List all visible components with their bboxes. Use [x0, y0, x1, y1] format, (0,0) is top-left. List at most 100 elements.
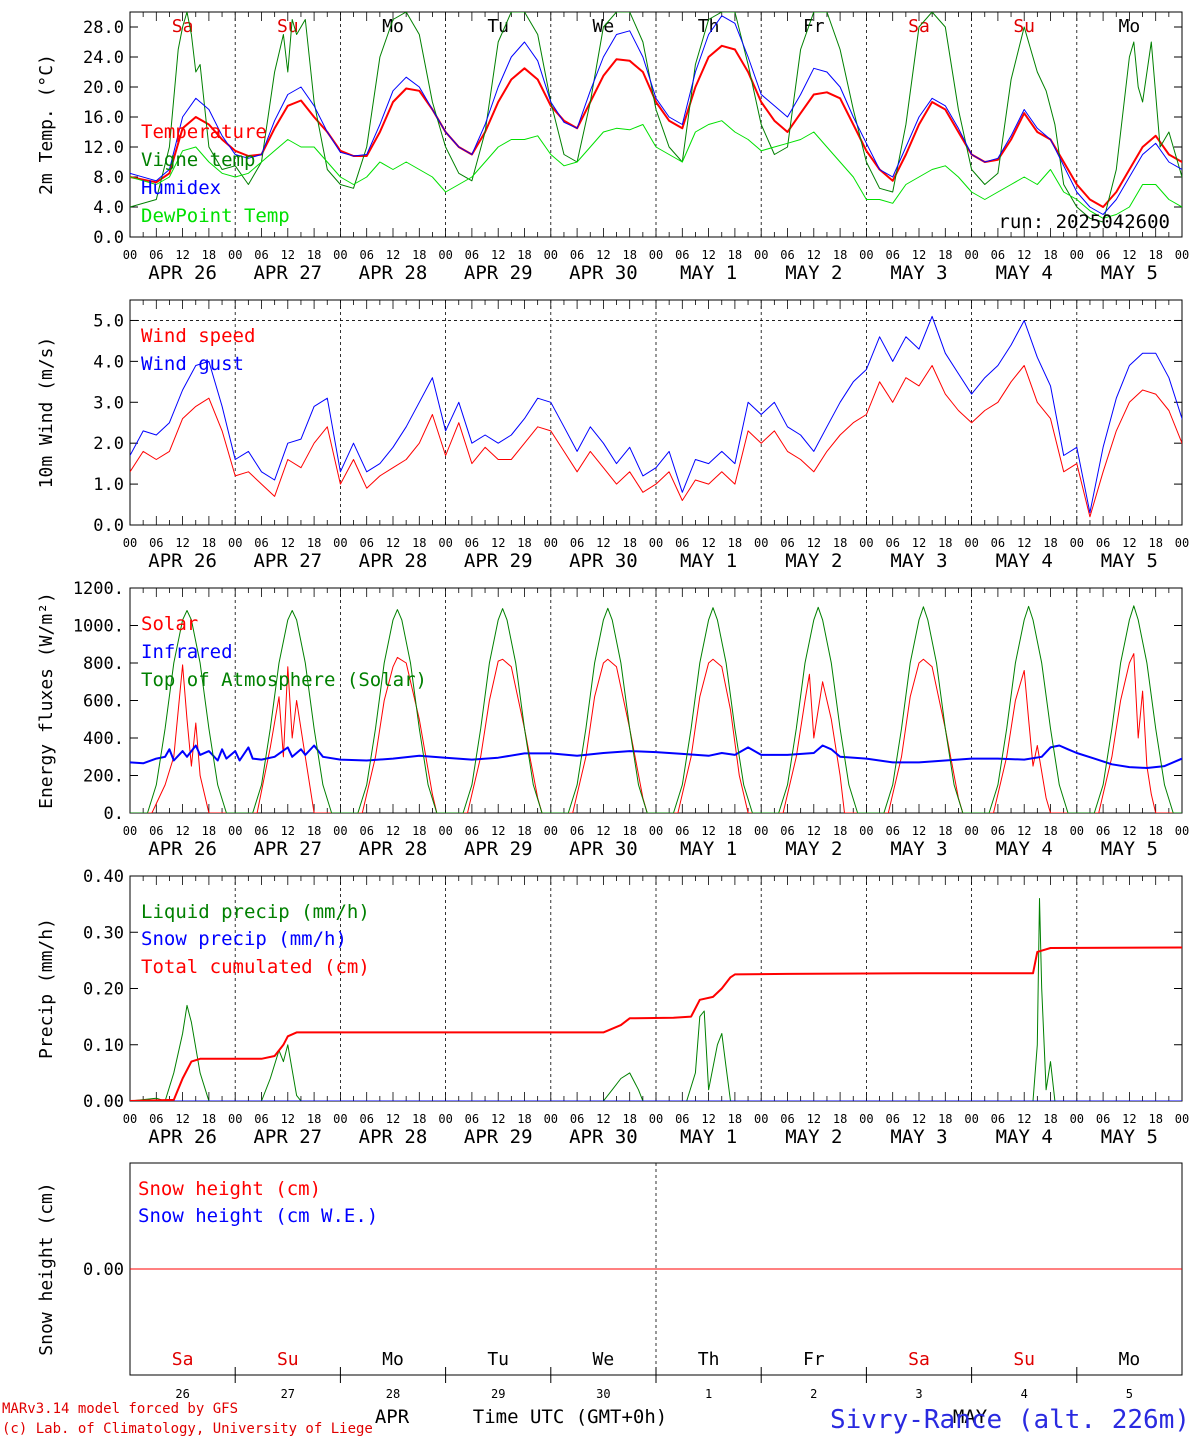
- hour-tick-label: 18: [307, 1112, 321, 1126]
- day-label: APR 26: [148, 262, 217, 284]
- legend-entry: Humidex: [141, 177, 221, 199]
- hour-tick-label: 12: [1122, 536, 1136, 550]
- hour-tick-label: 12: [596, 1112, 610, 1126]
- weekday-label: Fr: [803, 1349, 825, 1370]
- hour-tick-label: 00: [228, 536, 242, 550]
- weekday-label: Th: [698, 16, 720, 37]
- hour-tick-label: 12: [807, 536, 821, 550]
- hour-tick-label: 12: [1017, 824, 1031, 838]
- series-line-infrared: [130, 744, 1182, 769]
- hour-tick-label: 00: [964, 536, 978, 550]
- hour-tick-label: 18: [517, 1112, 531, 1126]
- hour-tick-label: 18: [1148, 1112, 1162, 1126]
- hour-tick-label: 00: [1175, 536, 1189, 550]
- hour-tick-label: 06: [1096, 1112, 1110, 1126]
- plot-frame: [129, 11, 1183, 238]
- y-tick-label: 1.0: [93, 475, 124, 495]
- hour-tick-label: 06: [675, 824, 689, 838]
- y-tick-label: 400.: [83, 729, 124, 749]
- hour-tick-label: 18: [833, 1112, 847, 1126]
- hour-tick-label: 18: [1043, 1112, 1057, 1126]
- hour-tick-label: 00: [123, 1112, 137, 1126]
- hour-tick-label: 18: [1148, 824, 1162, 838]
- day-label: MAY 3: [890, 838, 947, 860]
- hour-tick-label: 00: [228, 248, 242, 262]
- hour-tick-label: 18: [728, 248, 742, 262]
- day-label: MAY 2: [785, 1126, 842, 1148]
- legend-entry: Vigne temp: [141, 149, 255, 171]
- hour-tick-label: 00: [649, 248, 663, 262]
- hour-tick-label: 18: [517, 248, 531, 262]
- hour-tick-label: 18: [412, 248, 426, 262]
- hour-tick-label: 06: [1096, 536, 1110, 550]
- hour-tick-label: 06: [570, 536, 584, 550]
- hour-tick-label: 00: [333, 536, 347, 550]
- hour-tick-label: 00: [438, 1112, 452, 1126]
- hour-tick-label: 18: [938, 536, 952, 550]
- hour-tick-label: 12: [701, 536, 715, 550]
- y-axis-title: Snow height (cm): [36, 1182, 57, 1355]
- day-label: APR 30: [569, 838, 638, 860]
- hour-tick-label: 18: [622, 1112, 636, 1126]
- hour-tick-label: 18: [1148, 536, 1162, 550]
- hour-tick-label: 06: [149, 536, 163, 550]
- day-label: APR 27: [253, 262, 322, 284]
- day-number: 30: [596, 1387, 610, 1401]
- legend-entry: Wind gust: [141, 353, 244, 375]
- legend-entry: Wind speed: [141, 325, 255, 347]
- series-line-temperature: [130, 44, 1182, 208]
- day-number: 3: [915, 1387, 922, 1401]
- hour-tick-label: 12: [386, 536, 400, 550]
- day-number: 26: [175, 1387, 189, 1401]
- hour-tick-label: 06: [254, 1112, 268, 1126]
- day-number: 2: [810, 1387, 817, 1401]
- credit-lab: (c) Lab. of Climatology, University of L…: [2, 1421, 373, 1437]
- hour-tick-label: 00: [754, 1112, 768, 1126]
- weekday-label: Sa: [908, 1349, 930, 1370]
- hour-tick-label: 12: [491, 1112, 505, 1126]
- hour-tick-label: 18: [938, 824, 952, 838]
- hour-tick-label: 12: [1122, 1112, 1136, 1126]
- hour-tick-label: 06: [885, 536, 899, 550]
- weekday-label: Su: [1013, 1349, 1035, 1370]
- hour-tick-label: 06: [675, 536, 689, 550]
- month-label: APR: [375, 1406, 410, 1428]
- hour-tick-label: 00: [438, 536, 452, 550]
- hour-tick-label: 06: [254, 824, 268, 838]
- hour-tick-label: 12: [912, 248, 926, 262]
- hour-tick-label: 12: [701, 824, 715, 838]
- y-tick-label: 0.20: [83, 980, 124, 1000]
- hour-tick-label: 00: [1175, 824, 1189, 838]
- hour-tick-label: 00: [123, 824, 137, 838]
- day-label: APR 30: [569, 1126, 638, 1148]
- hour-tick-label: 00: [754, 248, 768, 262]
- hour-tick-label: 12: [807, 248, 821, 262]
- hour-tick-label: 18: [938, 248, 952, 262]
- day-label: APR 27: [253, 838, 322, 860]
- hour-tick-label: 12: [491, 248, 505, 262]
- hour-tick-label: 06: [570, 248, 584, 262]
- day-label: APR 28: [359, 1126, 428, 1148]
- hour-tick-label: 00: [859, 536, 873, 550]
- y-tick-label: 16.0: [83, 108, 124, 128]
- hour-tick-label: 06: [885, 248, 899, 262]
- legend-entry: Total cumulated (cm): [141, 956, 370, 978]
- day-label: MAY 5: [1101, 262, 1158, 284]
- hour-tick-label: 12: [596, 536, 610, 550]
- panel-1: 0.0 4.0 8.0 12.0 16.0 20.0 24.0 28.0 00 06 12 18 00 0…: [36, 11, 1189, 284]
- hour-tick-label: 06: [254, 536, 268, 550]
- hour-tick-label: 18: [1148, 248, 1162, 262]
- hour-tick-label: 12: [386, 1112, 400, 1126]
- y-tick-label: 4.0: [93, 352, 124, 372]
- hour-tick-label: 18: [833, 536, 847, 550]
- hour-tick-label: 06: [465, 536, 479, 550]
- hour-tick-label: 06: [149, 824, 163, 838]
- day-label: MAY 2: [785, 262, 842, 284]
- hour-tick-label: 12: [807, 1112, 821, 1126]
- panel-4: 0.00 0.10 0.20 0.30 0.40 00 06 12 18 00 06 12 18 00 06…: [36, 867, 1189, 1148]
- hour-tick-label: 00: [438, 248, 452, 262]
- hour-tick-label: 00: [754, 536, 768, 550]
- run-label: run: 2025042600: [998, 211, 1170, 233]
- y-tick-label: 24.0: [83, 48, 124, 68]
- hour-tick-label: 12: [175, 248, 189, 262]
